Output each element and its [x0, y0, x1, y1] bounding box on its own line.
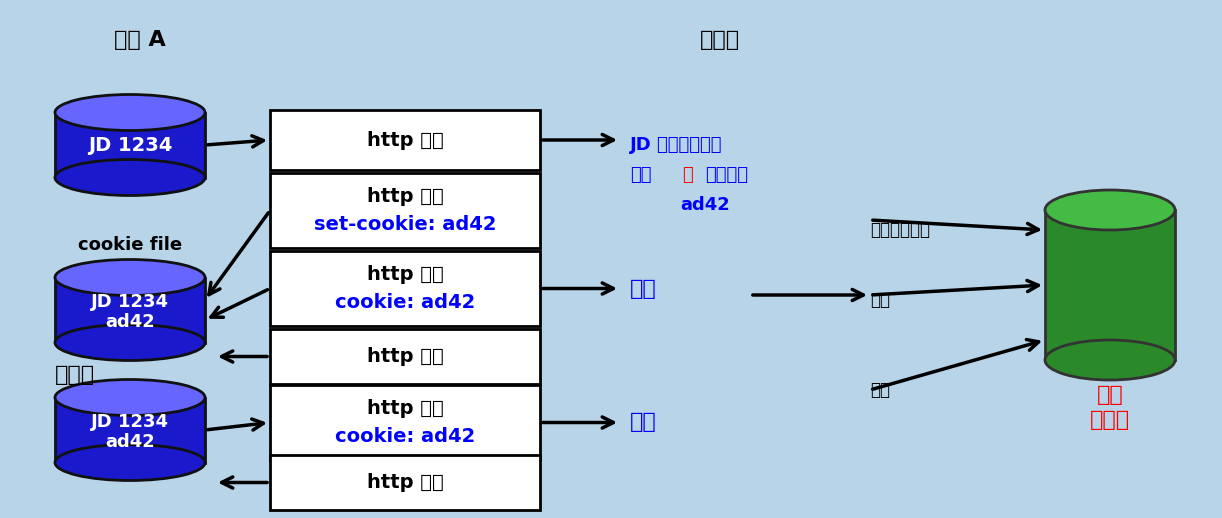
Text: 后台: 后台	[1096, 385, 1123, 405]
Text: JD 1234: JD 1234	[90, 293, 169, 311]
Text: 几天后: 几天后	[55, 365, 95, 385]
Text: http 请求: http 请求	[367, 399, 444, 418]
Text: JD 1234: JD 1234	[90, 413, 169, 431]
Text: 用户 A: 用户 A	[114, 30, 166, 50]
Text: 数据库: 数据库	[1090, 410, 1130, 430]
Text: ad42: ad42	[105, 433, 155, 451]
FancyBboxPatch shape	[55, 112, 205, 178]
Text: http 响应: http 响应	[367, 473, 444, 492]
Text: set-cookie: ad42: set-cookie: ad42	[314, 215, 496, 234]
FancyBboxPatch shape	[55, 397, 205, 463]
Ellipse shape	[55, 444, 205, 481]
Ellipse shape	[55, 324, 205, 361]
FancyBboxPatch shape	[270, 173, 540, 248]
Text: JD 1234: JD 1234	[88, 136, 172, 154]
Text: 访问: 访问	[870, 291, 890, 309]
Ellipse shape	[55, 94, 205, 131]
Text: cookie file: cookie file	[78, 236, 182, 254]
Text: 服务器: 服务器	[700, 30, 741, 50]
FancyBboxPatch shape	[1045, 210, 1176, 360]
Text: http 响应: http 响应	[367, 187, 444, 206]
FancyBboxPatch shape	[270, 455, 540, 510]
Text: cookie: ad42: cookie: ad42	[335, 427, 475, 446]
Text: 一识别码: 一识别码	[705, 166, 748, 184]
Text: http 请求: http 请求	[367, 131, 444, 150]
Text: ad42: ad42	[105, 313, 155, 331]
Text: ad42: ad42	[679, 196, 730, 214]
Ellipse shape	[55, 160, 205, 195]
Text: 处理: 处理	[631, 279, 656, 298]
FancyBboxPatch shape	[270, 329, 540, 384]
Text: JD 服务器为用户: JD 服务器为用户	[631, 136, 722, 154]
FancyBboxPatch shape	[270, 110, 540, 170]
Text: http 响应: http 响应	[367, 347, 444, 366]
FancyBboxPatch shape	[270, 251, 540, 326]
Text: 处理: 处理	[631, 412, 656, 433]
Text: 创建: 创建	[631, 166, 651, 184]
Text: 产生一个项目: 产生一个项目	[870, 221, 930, 239]
FancyBboxPatch shape	[55, 278, 205, 342]
FancyBboxPatch shape	[270, 385, 540, 460]
Text: 唯: 唯	[682, 166, 693, 184]
Ellipse shape	[1045, 190, 1176, 230]
Text: http 请求: http 请求	[367, 265, 444, 284]
Ellipse shape	[1045, 340, 1176, 380]
Text: cookie: ad42: cookie: ad42	[335, 293, 475, 312]
Ellipse shape	[55, 260, 205, 295]
Text: 访问: 访问	[870, 381, 890, 399]
Ellipse shape	[55, 380, 205, 415]
